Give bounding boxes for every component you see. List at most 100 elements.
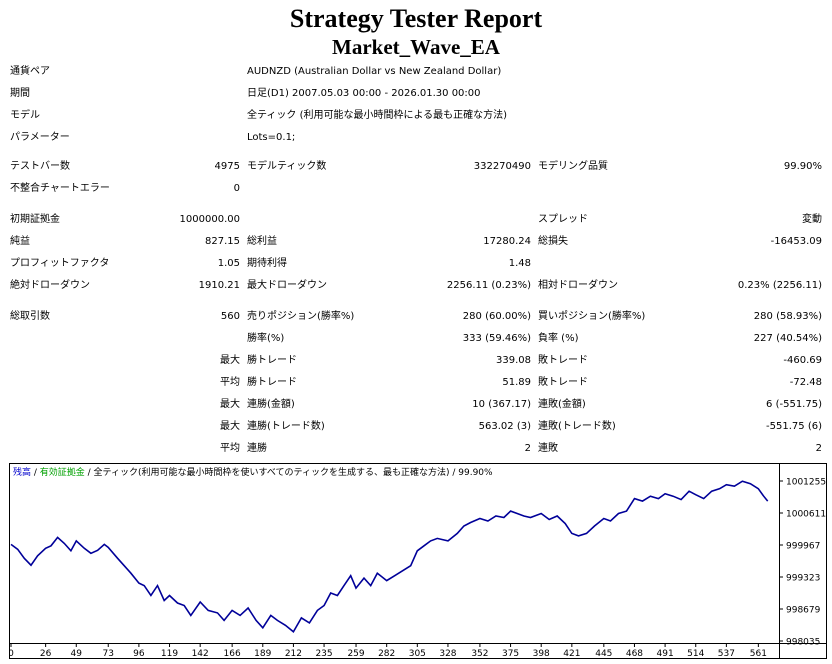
max-cons-profit-label: 連勝(トレード数) [247,421,325,432]
max-cons-label-1: 最大 [220,399,240,410]
win-rate-value: 333 (59.46%) [462,333,531,344]
y-tick-label: 1000611 [786,510,826,520]
max-cons-losses-label: 連敗(金額) [538,399,586,410]
x-tick-label: 445 [595,649,612,659]
gross-profit-label: 総利益 [247,236,277,247]
x-tick-label: 49 [71,649,83,659]
avg-cons-label: 平均 [220,443,240,454]
x-tick-label: 468 [626,649,643,659]
total-trades-value: 560 [220,311,240,322]
gross-loss-value: -16453.09 [770,236,822,247]
x-tick-label: 96 [133,649,145,659]
y-tick-label: 998035 [786,638,820,648]
expected-payoff-value: 1.48 [508,258,531,269]
largest-loss-label: 敗トレード [538,355,588,366]
net-profit-label: 純益 [10,236,30,247]
largest-loss-value: -460.69 [783,355,822,366]
gross-profit-value: 17280.24 [483,236,531,247]
long-positions-value: 280 (58.93%) [753,311,822,322]
max-cons-lossamt-value: -551.75 (6) [766,421,822,432]
long-positions-label: 買いポジション(勝率%) [538,311,646,322]
chart-legend-item: / 全ティック(利用可能な最小時間枠を使いすべてのティックを生成する、最も正確な… [85,466,493,478]
abs-drawdown-label: 絶対ドローダウン [10,280,90,291]
rel-drawdown-label: 相対ドローダウン [538,280,618,291]
quality-value: 99.90% [783,161,822,172]
chart-legend: 残高 / 有効証拠金 / 全ティック(利用可能な最小時間枠を使いすべてのティック… [13,466,493,478]
x-tick-label: 282 [378,649,395,659]
balance-chart: 残高 / 有効証拠金 / 全ティック(利用可能な最小時間枠を使いすべてのティック… [9,463,827,659]
x-tick-label: 352 [471,649,488,659]
report-title: Strategy Tester Report [289,4,543,33]
x-tick-label: 514 [687,649,704,659]
chart-legend-item: / [31,468,40,478]
total-trades-label: 総取引数 [10,311,50,322]
expert-name: Market_Wave_EA [332,35,500,59]
profit-factor-value: 1.05 [217,258,240,269]
rel-drawdown-value: 0.23% (2256.11) [737,280,822,291]
chart-legend-item: 残高 [13,466,31,478]
chart-frame [9,463,827,659]
period-label: 期間 [10,88,30,99]
bars-label: テストバー数 [10,161,70,172]
y-tick-label: 999967 [786,542,820,552]
profit-factor-label: プロフィットファクタ [10,258,110,269]
avg-cons-losses-value: 2 [815,443,822,454]
short-positions-value: 280 (60.00%) [462,311,531,322]
symbol-label: 通貨ペア [10,66,50,77]
x-tick-label: 537 [718,649,735,659]
x-tick-label: 212 [285,649,302,659]
x-tick-label: 421 [563,649,580,659]
max-cons-lossamt-label: 連敗(トレード数) [538,421,616,432]
short-positions-label: 売りポジション(勝率%) [247,311,355,322]
y-tick-label: 1001255 [786,478,826,488]
x-tick-label: 398 [533,649,550,659]
max-drawdown-label: 最大ドローダウン [247,280,327,291]
deposit-label: 初期証拠金 [10,214,60,225]
x-tick-label: 561 [750,649,767,659]
ticks-label: モデルティック数 [247,161,327,172]
max-cons-wins-label: 連勝(金額) [247,399,295,410]
params-label: パラメーター [10,132,70,143]
spread-label: スプレッド [538,214,588,225]
avg-win-label: 勝トレード [247,377,297,388]
x-tick-label: 73 [103,649,114,659]
deposit-value: 1000000.00 [179,214,240,225]
x-tick-label: 189 [254,649,271,659]
max-cons-wins-value: 10 (367.17) [472,399,531,410]
mismatch-label: 不整合チャートエラー [10,183,110,194]
largest-win-label: 勝トレード [247,355,297,366]
x-tick-label: 142 [192,649,209,659]
expected-payoff-label: 期待利得 [247,258,287,269]
x-tick-label: 375 [502,649,519,659]
largest-label: 最大 [220,355,240,366]
avg-cons-losses-label: 連敗 [538,443,558,454]
largest-win-value: 339.08 [496,355,531,366]
x-tick-label: 235 [315,649,332,659]
max-cons-label-2: 最大 [220,421,240,432]
y-tick-label: 998679 [786,606,821,616]
model-label: モデル [10,110,40,121]
params-value: Lots=0.1; [247,132,296,143]
quality-label: モデリング品質 [538,161,608,172]
avg-cons-wins-value: 2 [524,443,531,454]
max-cons-profit-value: 563.02 (3) [478,421,531,432]
ticks-value: 332270490 [473,161,531,172]
win-rate-label: 勝率(%) [247,333,285,344]
abs-drawdown-value: 1910.21 [198,280,240,291]
x-tick-label: 328 [439,649,456,659]
period-value: 日足(D1) 2007.05.03 00:00 - 2026.01.30 00:… [247,88,481,99]
max-cons-losses-value: 6 (-551.75) [766,399,822,410]
avg-cons-wins-label: 連勝 [247,443,267,454]
symbol-value: AUDNZD (Australian Dollar vs New Zealand… [247,66,502,77]
avg-loss-value: -72.48 [789,377,822,388]
x-tick-label: 166 [224,649,241,659]
loss-rate-label: 負率 (%) [538,333,579,344]
net-profit-value: 827.15 [205,236,240,247]
x-tick-label: 26 [40,649,52,659]
x-tick-label: 491 [657,649,674,659]
mismatch-value: 0 [233,183,240,194]
spread-value: 変動 [802,214,822,225]
balance-line [10,480,769,634]
bars-value: 4975 [214,161,240,172]
average-label: 平均 [220,377,240,388]
